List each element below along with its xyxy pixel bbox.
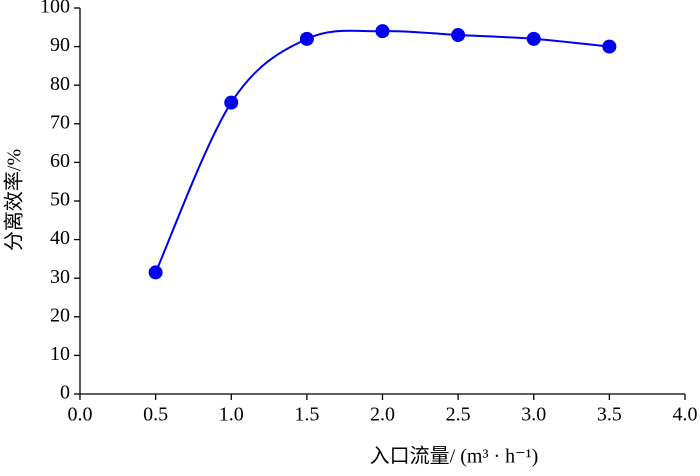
y-tick-label: 70: [50, 111, 70, 133]
x-tick-label: 0.0: [68, 404, 93, 426]
y-tick-label: 20: [50, 304, 70, 326]
marker: [299, 31, 314, 46]
y-tick-label: 100: [40, 0, 70, 18]
marker: [148, 265, 163, 280]
y-tick-label: 90: [50, 34, 70, 56]
marker: [224, 95, 239, 110]
y-tick-label: 50: [50, 189, 70, 211]
x-tick-label: 4.0: [673, 404, 698, 426]
y-tick-label: 10: [50, 343, 70, 365]
marker: [451, 28, 466, 43]
y-tick-label: 40: [50, 227, 70, 249]
y-tick-label: 0: [60, 382, 70, 404]
x-axis-label: 入口流量/ (m³ · h⁻¹): [370, 445, 539, 468]
x-tick-label: 1.5: [294, 404, 319, 426]
x-tick-label: 2.0: [370, 404, 395, 426]
marker: [375, 24, 390, 39]
x-tick-label: 0.5: [143, 404, 168, 426]
y-tick-label: 30: [50, 266, 70, 288]
marker: [602, 39, 617, 54]
marker: [526, 31, 541, 46]
x-tick-label: 2.5: [446, 404, 471, 426]
y-tick-label: 60: [50, 150, 70, 172]
line: [154, 29, 610, 273]
y-tick-label: 80: [50, 73, 70, 95]
x-tick-label: 3.0: [521, 404, 546, 426]
x-tick-label: 3.5: [597, 404, 622, 426]
y-axis-label: 分离效率/%: [3, 149, 26, 251]
x-tick-label: 1.0: [219, 404, 244, 426]
